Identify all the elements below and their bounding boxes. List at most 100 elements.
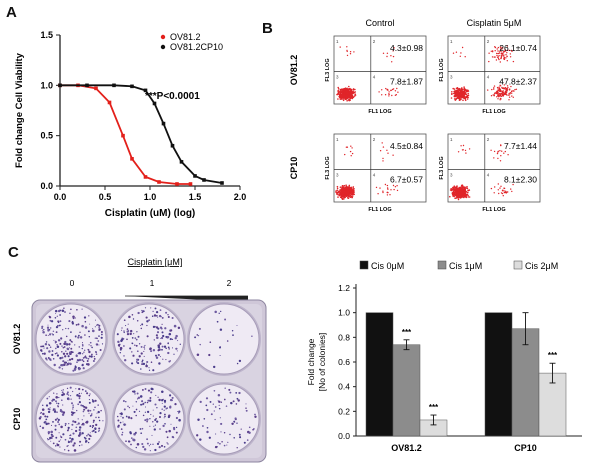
flow-plot: 1 2 3 4 4.5±0.84 6.7±0.57 FL1 LOG FL3 LOG (325, 133, 427, 213)
plate-column-label: 1 (150, 278, 155, 288)
culture-well (112, 382, 186, 456)
legend-marker (160, 34, 166, 40)
bar (511, 328, 540, 437)
quadrant-number: 2 (373, 137, 376, 142)
flow-plot: 1 2 3 4 4.3±0.98 7.8±1.87 FL1 LOG FL3 LOG (325, 35, 427, 115)
plate-column-label: 2 (227, 278, 232, 288)
y-axis-title: Fold change Cell Viability (14, 52, 25, 168)
flow-cytometry-grid: Control Cisplatin 5μM OV81.2 CP10 1 2 3 4 4.3±0.… (289, 18, 541, 213)
upper-right-value: 4.5±0.84 (390, 141, 423, 151)
data-point (94, 86, 98, 91)
significance-annotation: ***P<0.0001 (145, 91, 200, 102)
panel-label-a: A (6, 4, 17, 21)
data-point (202, 178, 206, 182)
event-dots (450, 45, 518, 102)
flow-plot: 1 2 3 4 7.7±1.44 8.1±2.30 FL1 LOG FL3 LOG (439, 133, 541, 213)
y-tick-label: 0.4 (338, 382, 350, 392)
x-axis-title: Cisplatin (uM) (log) (105, 208, 196, 219)
lower-right-value: 7.8±1.87 (390, 76, 423, 86)
colony-plate-photo: Cisplatin [μM] 0 1 2 OV81.2 CP10 (12, 257, 267, 463)
y-tick-label: 0.2 (338, 406, 350, 416)
data-point (143, 175, 148, 179)
x-axis-title: FL1 LOG (368, 109, 391, 115)
upper-right-value: 7.7±1.44 (504, 141, 537, 151)
category-label: OV81.2 (391, 443, 422, 453)
upper-right-value: 4.3±0.98 (390, 43, 423, 53)
event-dots (335, 142, 399, 200)
culture-well (34, 382, 108, 456)
lower-right-value: 6.7±0.57 (390, 174, 423, 184)
significance-mark: *** (548, 351, 558, 360)
y-axis-title-line2: [No of colonies] (317, 333, 327, 392)
data-point (130, 84, 134, 89)
data-point (157, 180, 161, 184)
condition-header: Cisplatin 5μM (467, 18, 522, 28)
plate-row-label: CP10 (12, 408, 22, 431)
row-label: CP10 (289, 157, 299, 180)
data-point (121, 133, 125, 138)
y-tick-label: 0.6 (338, 357, 350, 367)
quadrant-number: 2 (487, 39, 490, 44)
plate-title: Cisplatin [μM] (128, 257, 183, 267)
y-tick-label: 0.0 (338, 431, 350, 441)
y-tick-label: 1.5 (40, 30, 53, 40)
event-dots (336, 46, 399, 102)
colony-bar-chart: Cis 0μM Cis 1μM Cis 2μM 0.0 0.2 0.4 0.6 0.8 1.0 1… (306, 260, 582, 453)
quadrant-number: 3 (336, 172, 339, 177)
bar (392, 344, 421, 437)
flow-plot: 1 2 3 4 26.1±0.74 47.8±2.37 FL1 LOG FL3 LOG (439, 35, 541, 115)
legend-swatch (513, 260, 523, 270)
y-tick-label: 0.0 (40, 181, 53, 191)
data-point (143, 88, 148, 93)
plate-column-label: 0 (70, 278, 75, 288)
culture-well (112, 302, 186, 376)
quadrant-number: 3 (450, 172, 453, 177)
legend-marker (160, 44, 166, 50)
data-point (107, 100, 112, 105)
legend-swatch (359, 260, 369, 270)
culture-well (187, 302, 261, 376)
significance-mark: *** (429, 403, 439, 412)
quadrant-number: 2 (487, 137, 490, 142)
quadrant-number: 4 (487, 172, 490, 177)
quadrant-number: 4 (373, 172, 376, 177)
quadrant-number: 1 (336, 137, 339, 142)
legend-label: Cis 1μM (449, 261, 482, 271)
lower-right-value: 8.1±2.30 (504, 174, 537, 184)
category-label: CP10 (514, 443, 537, 453)
quadrant-number: 1 (336, 39, 339, 44)
x-tick-label: 0.0 (54, 192, 67, 202)
x-tick-label: 0.5 (99, 192, 112, 202)
x-axis-title: FL1 LOG (482, 109, 505, 115)
upper-right-value: 26.1±0.74 (499, 43, 537, 53)
significance-mark: *** (402, 328, 412, 337)
bar (365, 312, 394, 437)
bar (538, 372, 567, 437)
data-point (112, 83, 116, 88)
quadrant-number: 4 (373, 74, 376, 79)
quadrant-number: 2 (373, 39, 376, 44)
x-tick-label: 1.5 (189, 192, 202, 202)
x-axis-title: FL1 LOG (368, 207, 391, 213)
legend-label: Cis 0μM (371, 261, 404, 271)
y-tick-label: 1.2 (338, 283, 350, 293)
quadrant-number: 4 (487, 74, 490, 79)
plate-row-label: OV81.2 (12, 324, 22, 355)
y-axis-title: FL3 LOG (439, 156, 445, 179)
data-point (175, 182, 179, 186)
data-point (161, 121, 166, 126)
lower-right-value: 47.8±2.37 (499, 76, 537, 86)
quadrant-number: 1 (450, 39, 453, 44)
data-point (179, 160, 184, 164)
culture-well (187, 382, 261, 456)
x-tick-label: 1.0 (144, 192, 157, 202)
data-point (85, 83, 89, 88)
data-point (152, 101, 157, 106)
data-point (220, 181, 224, 185)
legend-label: Cis 2μM (525, 261, 558, 271)
condition-header: Control (365, 18, 394, 28)
panel-label-b: B (262, 20, 273, 37)
x-tick-label: 2.0 (234, 192, 247, 202)
event-dots (449, 144, 514, 201)
data-point (58, 83, 62, 88)
